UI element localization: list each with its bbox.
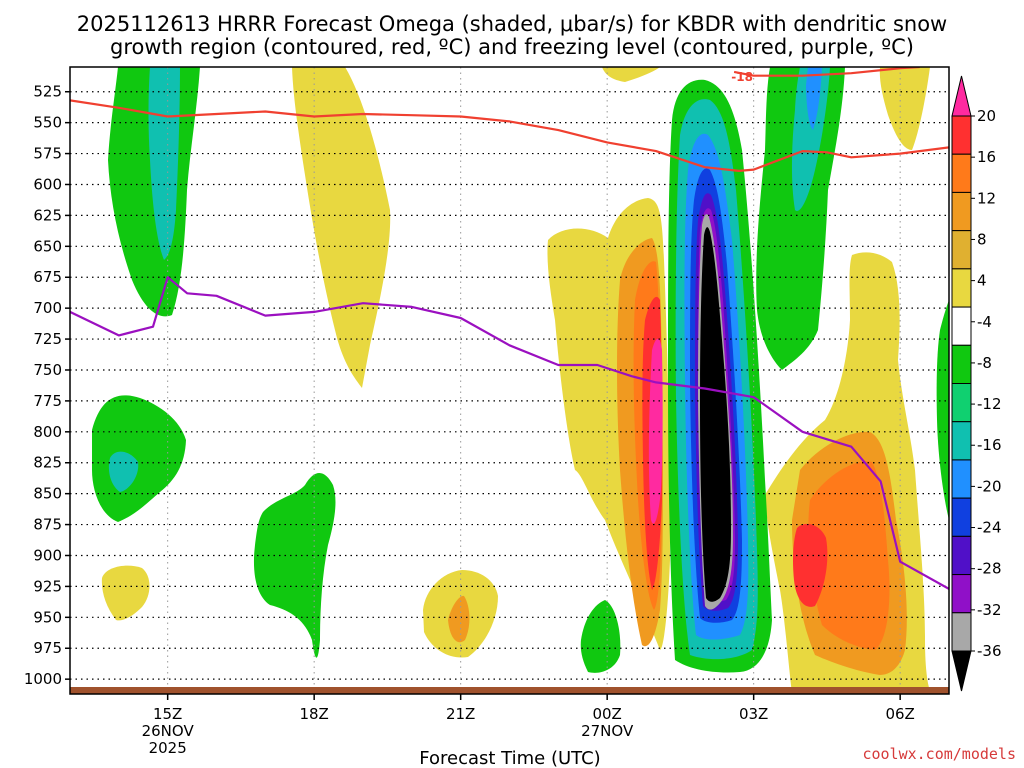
omega-region-descent-extreme	[648, 338, 663, 524]
y-tick-label: 650	[33, 237, 62, 255]
y-tick-label: 925	[33, 577, 62, 595]
colorbar-segment	[951, 191, 972, 232]
colorbar-label: -12	[977, 395, 1002, 413]
omega-region-descent-weak	[879, 67, 930, 150]
omega-region-ascent-weak	[92, 395, 186, 522]
colorbar-label: 8	[977, 230, 987, 248]
colorbar-label: 20	[977, 107, 996, 125]
omega-region-descent-weak	[292, 67, 391, 388]
y-tick-label: 975	[33, 639, 62, 657]
colorbar-segment	[951, 115, 972, 155]
chart-title-line1: 2025112613 HRRR Forecast Omega (shaded, …	[77, 12, 947, 36]
colorbar-arrow-bottom	[951, 650, 972, 692]
omega-region-ascent-weak	[580, 600, 621, 673]
colorbar-segment	[951, 612, 972, 652]
y-tick-label: 900	[33, 546, 62, 564]
y-tick-label: 850	[33, 485, 62, 503]
omega-region-ascent-weak	[936, 300, 949, 520]
colorbar-label: -24	[977, 519, 1002, 537]
chart-grid	[70, 67, 949, 694]
colorbar-segment	[951, 535, 972, 576]
colorbar-label: -8	[977, 354, 992, 372]
y-tick-label: 875	[33, 516, 62, 534]
contour-line	[70, 99, 949, 172]
y-tick-label: 575	[33, 145, 62, 163]
colorbar-segment	[951, 344, 972, 384]
chart-title-line2: growth region (contoured, red, ºC) and f…	[110, 35, 914, 59]
omega-region-descent-weak	[101, 565, 150, 621]
x-tick-label: 00Z	[592, 705, 621, 723]
contour-line	[70, 276, 949, 590]
colorbar-segment	[951, 306, 972, 346]
y-tick-label: 525	[33, 83, 62, 101]
omega-region-ascent-strong	[806, 67, 822, 130]
x-tick-label: 15Z	[153, 705, 182, 723]
x-tick-label: 03Z	[739, 705, 768, 723]
omega-region-descent-weak	[602, 67, 660, 82]
y-tick-label: 800	[33, 423, 62, 441]
colorbar-label: -16	[977, 436, 1002, 454]
colorbar-segment	[951, 574, 972, 614]
omega-shaded-field	[92, 67, 949, 694]
omega-colorbar: 20 16 12 8 4 -4 -8 -12 -16 -20 -24 -28 -32 -36	[951, 75, 1002, 692]
x-tick-date: 26NOV	[142, 722, 195, 740]
colorbar-segment	[951, 459, 972, 499]
y-tick-label: 1000	[24, 670, 62, 688]
colorbar-label: -4	[977, 313, 992, 331]
x-tick-label: 06Z	[885, 705, 914, 723]
colorbar-label: 16	[977, 148, 996, 166]
colorbar-label: -32	[977, 601, 1002, 619]
surface-terrain-band	[70, 687, 949, 694]
y-axis-pressure: 525 550 575 600 625 650 675 700 725 750 775 800 825 8…	[24, 83, 70, 688]
y-tick-label: 950	[33, 608, 62, 626]
colorbar-label: -20	[977, 477, 1002, 495]
omega-region-ascent-moderate	[108, 451, 139, 492]
colorbar-segment	[951, 230, 972, 270]
y-tick-label: 625	[33, 206, 62, 224]
omega-region-ascent-moderate	[791, 67, 830, 211]
plot-frame	[69, 66, 950, 695]
y-tick-label: 675	[33, 268, 62, 286]
x-axis-title: Forecast Time (UTC)	[419, 748, 600, 768]
omega-region-descent-strong	[808, 461, 890, 650]
colorbar-segment	[951, 153, 972, 193]
omega-region-ascent-max	[700, 227, 731, 602]
y-tick-label: 700	[33, 299, 62, 317]
y-tick-label: 600	[33, 175, 62, 193]
site-credit-link[interactable]: coolwx.com/models	[862, 745, 1016, 763]
x-tick-year: 2025	[149, 739, 187, 757]
colorbar-segment	[951, 268, 972, 308]
y-tick-label: 750	[33, 361, 62, 379]
x-tick-label: 18Z	[299, 705, 328, 723]
y-tick-label: 725	[33, 330, 62, 348]
omega-region-descent-moderate	[448, 595, 470, 643]
temperature-contours: -18	[70, 67, 949, 590]
colorbar-arrow-top	[951, 75, 972, 117]
x-tick-date: 27NOV	[581, 722, 634, 740]
colorbar-label: 4	[977, 272, 987, 290]
colorbar-label: 12	[977, 189, 996, 207]
colorbar-segment	[951, 497, 972, 537]
omega-region-ascent-weak	[253, 472, 336, 658]
colorbar-segment	[951, 421, 972, 461]
contour-label: -18	[731, 70, 753, 84]
y-tick-label: 550	[33, 114, 62, 132]
colorbar-label: -36	[977, 642, 1002, 660]
y-tick-label: 775	[33, 392, 62, 410]
y-tick-label: 825	[33, 454, 62, 472]
x-tick-label: 21Z	[446, 705, 475, 723]
contour-line	[733, 67, 920, 77]
colorbar-label: -28	[977, 560, 1002, 578]
omega-region-ascent-weak	[756, 67, 845, 370]
colorbar-segment	[951, 383, 972, 423]
